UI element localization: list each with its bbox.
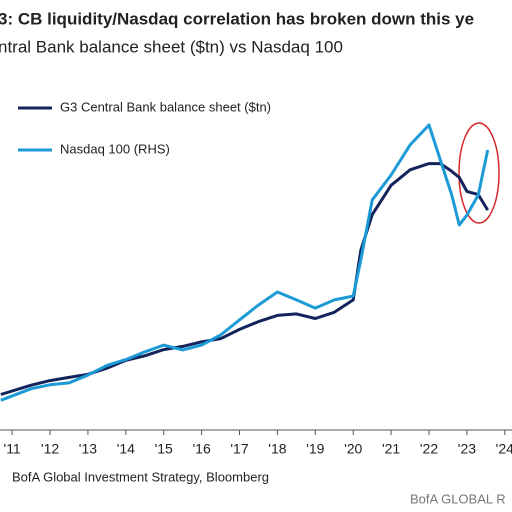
- x-tick-label: '16: [192, 441, 210, 457]
- footer: BofA GLOBAL R: [410, 491, 506, 506]
- series-line: [0, 123, 490, 402]
- x-tick-label: '21: [382, 441, 400, 457]
- legend-label: G3 Central Bank balance sheet ($tn): [60, 99, 271, 114]
- x-tick-label: '18: [268, 441, 286, 457]
- x-tick-label: '14: [117, 441, 135, 457]
- x-tick-label: '13: [79, 441, 97, 457]
- x-tick-label: '19: [306, 441, 324, 457]
- x-tick-label: '23: [458, 441, 476, 457]
- chart-title: 3: CB liquidity/Nasdaq correlation has b…: [0, 9, 474, 28]
- source: BofA Global Investment Strategy, Bloombe…: [12, 469, 269, 484]
- chart-subtitle: ntral Bank balance sheet ($tn) vs Nasdaq…: [0, 37, 343, 56]
- highlight-ellipse: [458, 122, 500, 224]
- x-tick-label: '22: [420, 441, 438, 457]
- x-tick-label: '15: [155, 441, 173, 457]
- x-tick-label: '12: [41, 441, 59, 457]
- series-line: [0, 162, 489, 396]
- x-tick-label: '24: [496, 441, 512, 457]
- x-tick-label: '11: [4, 441, 21, 457]
- x-tick-label: '17: [230, 441, 248, 457]
- x-tick-label: '20: [344, 441, 362, 457]
- legend-label: Nasdaq 100 (RHS): [60, 141, 170, 156]
